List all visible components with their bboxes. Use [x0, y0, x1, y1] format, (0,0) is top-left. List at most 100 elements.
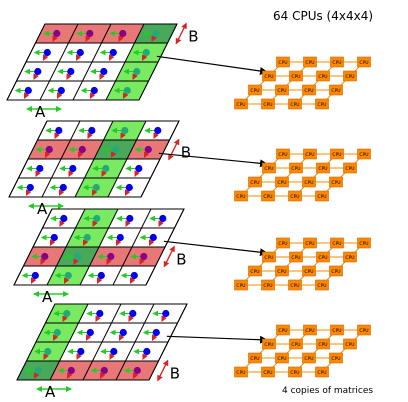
matrix-element-dot — [133, 366, 141, 375]
cpu-node — [261, 366, 275, 378]
matrix-element-dot — [121, 126, 129, 135]
cpu-node-label: CPU — [332, 241, 341, 247]
cpu-node-label: CPU — [331, 269, 340, 275]
cpu-node — [289, 251, 303, 263]
cpu-node-label: CPU — [263, 102, 272, 108]
matrix-element-dot — [34, 366, 42, 375]
cpu-node — [302, 176, 316, 188]
cpu-node-label: CPU — [250, 269, 259, 275]
matrix-element-dot — [162, 309, 170, 318]
matrix-element-dot — [24, 86, 32, 95]
cpu-node-label: CPU — [290, 102, 299, 108]
matrix-element-dot — [143, 347, 151, 356]
cpu-node-label: CPU — [263, 370, 272, 376]
cpu-node — [316, 338, 330, 350]
grid-line-vertical — [115, 303, 155, 381]
cpu-node — [357, 324, 371, 336]
cpu-grid-2: CPU CPU CPU CPU CPU CPU CPU CPU CPU CPU CPU CPU CPU C… — [234, 148, 371, 202]
matrix-element-dot — [55, 126, 63, 135]
cpu-node — [275, 176, 289, 188]
cpu-node — [248, 352, 262, 364]
matrix-element-dot — [154, 126, 162, 135]
diagram-title: 64 CPUs (4x4x4) — [273, 9, 373, 23]
cpu-node-label: CPU — [236, 194, 245, 200]
cpu-node — [276, 237, 290, 249]
cpu-node-label: CPU — [305, 328, 314, 334]
cpu-node — [248, 84, 262, 96]
cpu-node — [316, 251, 330, 263]
matrix-element-dot — [74, 252, 82, 261]
matrix-element-dot — [44, 347, 52, 356]
cpu-node-label: CPU — [290, 370, 299, 376]
matrix-element-dot — [97, 271, 105, 280]
cpu-node — [315, 190, 329, 202]
cpu-grid-4: CPU CPU CPU CPU CPU CPU CPU CPU CPU CPU CPU CPU CPU C… — [234, 324, 371, 378]
cpu-node — [330, 56, 344, 68]
cpu-node-label: CPU — [264, 74, 273, 80]
cpu-node — [302, 265, 316, 277]
cpu-node — [262, 251, 276, 263]
cpu-node — [275, 352, 289, 364]
grid-line-vertical — [112, 208, 152, 286]
cpu-node-label: CPU — [291, 74, 300, 80]
cpu-node-label: CPU — [278, 60, 287, 66]
cpu-node — [343, 70, 357, 82]
cpu-node-label: CPU — [278, 241, 287, 247]
cpu-node-label: CPU — [250, 88, 259, 94]
cpu-node — [357, 237, 371, 249]
matrix-panel-3: AB — [13, 208, 268, 306]
cpu-node — [315, 366, 329, 378]
cpu-node-label: CPU — [359, 60, 368, 66]
cpu-node-label: CPU — [278, 152, 287, 158]
cpu-node — [262, 70, 276, 82]
cpu-node — [303, 324, 317, 336]
cpu-node — [288, 366, 302, 378]
b-shift-arrow-down — [168, 139, 180, 161]
mapping-arrow — [163, 240, 268, 257]
matrix-panel-1: AB — [6, 22, 268, 121]
cpu-node — [329, 265, 343, 277]
cpu-node-label: CPU — [317, 370, 326, 376]
cpu-node-label: CPU — [345, 166, 354, 172]
matrix-element-dot — [67, 366, 75, 375]
matrix-element-dot — [63, 309, 71, 318]
matrix-element-dot — [26, 183, 34, 192]
matrix-element-dot — [126, 214, 134, 223]
cpu-node — [315, 98, 329, 110]
cpu-node-label: CPU — [304, 269, 313, 275]
matrix-b-label: B — [176, 251, 186, 269]
matrix-element-dot — [119, 328, 127, 337]
cpu-node-label: CPU — [264, 342, 273, 348]
cpu-node-label: CPU — [290, 283, 299, 289]
matrix-element-dot — [130, 271, 138, 280]
matrix-element-dot — [140, 252, 148, 261]
cpu-grid-3: CPU CPU CPU CPU CPU CPU CPU CPU CPU CPU CPU CPU CPU C… — [234, 237, 371, 291]
cpu-node-label: CPU — [331, 180, 340, 186]
cpu-node-label: CPU — [291, 255, 300, 261]
cpu-node-label: CPU — [317, 283, 326, 289]
cpu-node — [343, 251, 357, 263]
b-shift-arrow-down — [157, 360, 169, 382]
cpu-node — [234, 279, 248, 291]
matrix-element-dot — [135, 164, 143, 173]
cpu-node-label: CPU — [236, 370, 245, 376]
cpu-node-label: CPU — [332, 328, 341, 334]
grid-line-vertical — [105, 23, 145, 101]
matrix-element-dot — [86, 328, 94, 337]
cpu-node — [303, 148, 317, 160]
cpu-node — [357, 148, 371, 160]
matrix-a-label: A — [45, 383, 56, 397]
matrix-element-dot — [109, 48, 117, 57]
cpu-node-label: CPU — [318, 342, 327, 348]
matrix-element-dot — [102, 164, 110, 173]
matrix-element-dot — [144, 145, 152, 154]
matrix-element-dot — [78, 145, 86, 154]
matrix-element-dot — [69, 164, 77, 173]
cpu-node — [302, 352, 316, 364]
cpu-node-label: CPU — [304, 180, 313, 186]
matrix-b-label: B — [181, 144, 191, 162]
cpu-node — [330, 148, 344, 160]
cpu-node-label: CPU — [318, 255, 327, 261]
cpu-node-label: CPU — [331, 356, 340, 362]
